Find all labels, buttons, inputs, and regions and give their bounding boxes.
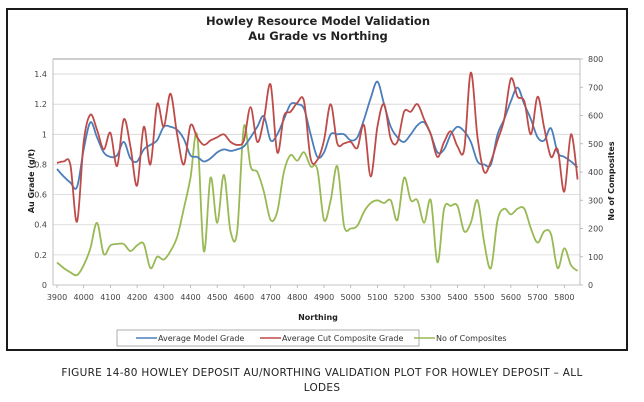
y2-tick-label: 300 [588, 196, 603, 205]
x-tick-label: 4700 [260, 293, 280, 302]
gridlines [52, 58, 583, 288]
x-tick-label: 5400 [447, 293, 467, 302]
y2-tick-label: 400 [588, 168, 603, 177]
y-tick-label: 0.2 [34, 251, 47, 260]
y-axis-ticks: 0 0.2 0.4 0.6 0.8 1 1.2 1.4 [34, 70, 47, 290]
chart-frame [6, 8, 628, 351]
y2-tick-label: 100 [588, 253, 603, 262]
x-tick-label: 5100 [367, 293, 387, 302]
y-tick-label: 1.4 [34, 70, 47, 79]
y-tick-label: 0.6 [34, 191, 47, 200]
y2-tick-label: 600 [588, 112, 603, 121]
y-tick-label: 0 [42, 281, 47, 290]
y2-tick-label: 0 [588, 281, 593, 290]
y2-axis-ticks: 0 100 200 300 400 500 600 700 800 [588, 55, 603, 290]
x-tick-label: 4300 [154, 293, 174, 302]
series-lines [56, 71, 579, 277]
x-tick-label: 4800 [287, 293, 307, 302]
x-tick-label: 5000 [341, 293, 361, 302]
chart-subtitle: Au Grade vs Northing [248, 29, 388, 43]
caption-line-2: LODES [303, 382, 341, 394]
legend-label-model-grade: Average Model Grade [158, 334, 244, 343]
x-tick-label: 4600 [234, 293, 254, 302]
y-axis-title: Au Grade (g/t) [27, 149, 36, 213]
y-tick-label: 0.4 [34, 221, 47, 230]
legend-label-composites: No of Composites [436, 334, 507, 343]
x-tick-label: 5700 [527, 293, 547, 302]
series-line-model-grade [56, 80, 579, 190]
x-tick-label: 3900 [47, 293, 67, 302]
figure-caption: FIGURE 14-80 HOWLEY DEPOSIT AU/NORTHING … [0, 366, 644, 396]
x-tick-label: 5300 [421, 293, 441, 302]
y2-tick-label: 200 [588, 225, 603, 234]
x-tick-label: 5200 [394, 293, 414, 302]
x-tick-label: 5600 [501, 293, 521, 302]
x-tick-label: 4200 [127, 293, 147, 302]
legend-label-composite-grade: Average Cut Composite Grade [282, 334, 403, 343]
x-axis-title: Northing [298, 313, 338, 322]
y-tick-label: 1 [42, 130, 47, 139]
legend: Average Model Grade Average Cut Composit… [116, 329, 507, 347]
chart-title: Howley Resource Model Validation [206, 14, 430, 28]
caption-line-1: FIGURE 14-80 HOWLEY DEPOSIT AU/NORTHING … [61, 367, 583, 379]
x-tick-label: 4900 [314, 293, 334, 302]
y-tick-label: 0.8 [34, 160, 47, 169]
x-tick-label: 4400 [180, 293, 200, 302]
y2-tick-label: 500 [588, 140, 603, 149]
y-tick-label: 1.2 [34, 100, 47, 109]
x-tick-label: 5500 [474, 293, 494, 302]
y2-axis-title: No of Composites [607, 141, 616, 220]
x-tick-label: 4500 [207, 293, 227, 302]
x-tick-label: 4100 [100, 293, 120, 302]
series-line-composites [56, 124, 579, 277]
y2-tick-label: 800 [588, 55, 603, 64]
series-line-composite-grade [56, 71, 579, 223]
x-tick-label: 4000 [74, 293, 94, 302]
x-axis-ticks: 3900 4000 4100 4200 4300 4400 4500 4600 4700 4800… [47, 293, 575, 302]
y2-tick-label: 700 [588, 83, 603, 92]
x-tick-label: 5800 [554, 293, 574, 302]
